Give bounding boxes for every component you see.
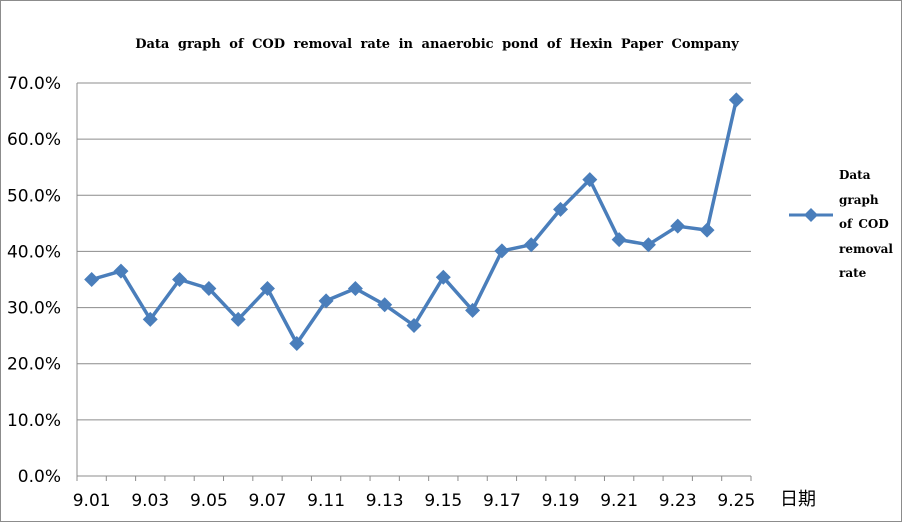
x-tick-label: 9.11: [307, 491, 345, 511]
data-point: [172, 272, 188, 287]
legend-swatch: [789, 208, 833, 222]
data-point: [84, 272, 100, 287]
x-tick-label: 9.23: [659, 491, 697, 511]
data-point: [259, 280, 275, 296]
data-point: [699, 222, 715, 238]
y-tick-label: 50.0%: [7, 186, 61, 206]
data-point: [347, 280, 363, 296]
x-tick-label: 9.13: [366, 491, 404, 511]
y-tick-label: 60.0%: [7, 130, 61, 150]
data-point: [523, 237, 539, 253]
x-tick-label: 9.19: [542, 491, 580, 511]
x-tick-label: 9.21: [600, 491, 638, 511]
y-tick-label: 30.0%: [7, 299, 61, 319]
series-line: [91, 99, 739, 346]
data-point: [289, 336, 305, 352]
legend-marker: [804, 208, 818, 222]
y-tick-label: 70.0%: [7, 74, 61, 94]
data-point: [465, 302, 481, 318]
y-tick-label: 20.0%: [7, 355, 61, 375]
data-point: [670, 218, 686, 234]
data-point: [553, 201, 569, 217]
x-axis-label: 日期: [780, 489, 816, 510]
y-tick-label: 0.0%: [18, 467, 61, 487]
x-tick-label: 9.25: [717, 491, 755, 511]
data-point: [640, 237, 656, 253]
data-point: [377, 297, 393, 313]
legend-label: Data graph of COD removal rate: [839, 168, 893, 280]
data-point: [201, 280, 217, 296]
y-tick-label: 10.0%: [7, 411, 61, 431]
data-point: [230, 311, 246, 327]
data-point: [728, 92, 744, 108]
data-point: [494, 243, 510, 259]
chart-title: Data graph of COD removal rate in anaero…: [135, 37, 739, 52]
data-point: [406, 318, 422, 334]
data-point: [142, 311, 158, 327]
x-tick-label: 9.17: [483, 491, 521, 511]
data-point: [611, 232, 627, 248]
x-tick-label: 9.03: [131, 491, 169, 511]
data-point: [582, 172, 598, 188]
data-point: [318, 293, 334, 309]
data-point: [113, 263, 129, 279]
x-tick-label: 9.05: [190, 491, 228, 511]
x-tick-label: 9.07: [249, 491, 287, 511]
x-tick-label: 9.15: [424, 491, 462, 511]
data-point: [435, 269, 451, 285]
x-tick-label: 9.01: [73, 491, 111, 511]
y-tick-label: 40.0%: [7, 242, 61, 262]
